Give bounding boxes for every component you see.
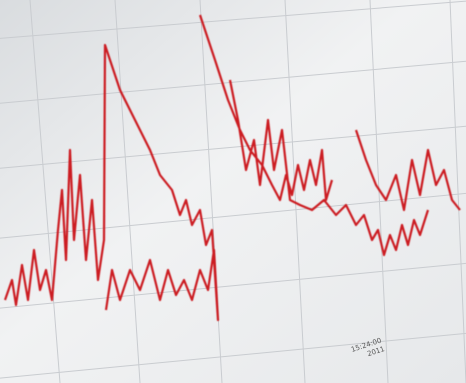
seismic-trace: [3, 14, 461, 322]
